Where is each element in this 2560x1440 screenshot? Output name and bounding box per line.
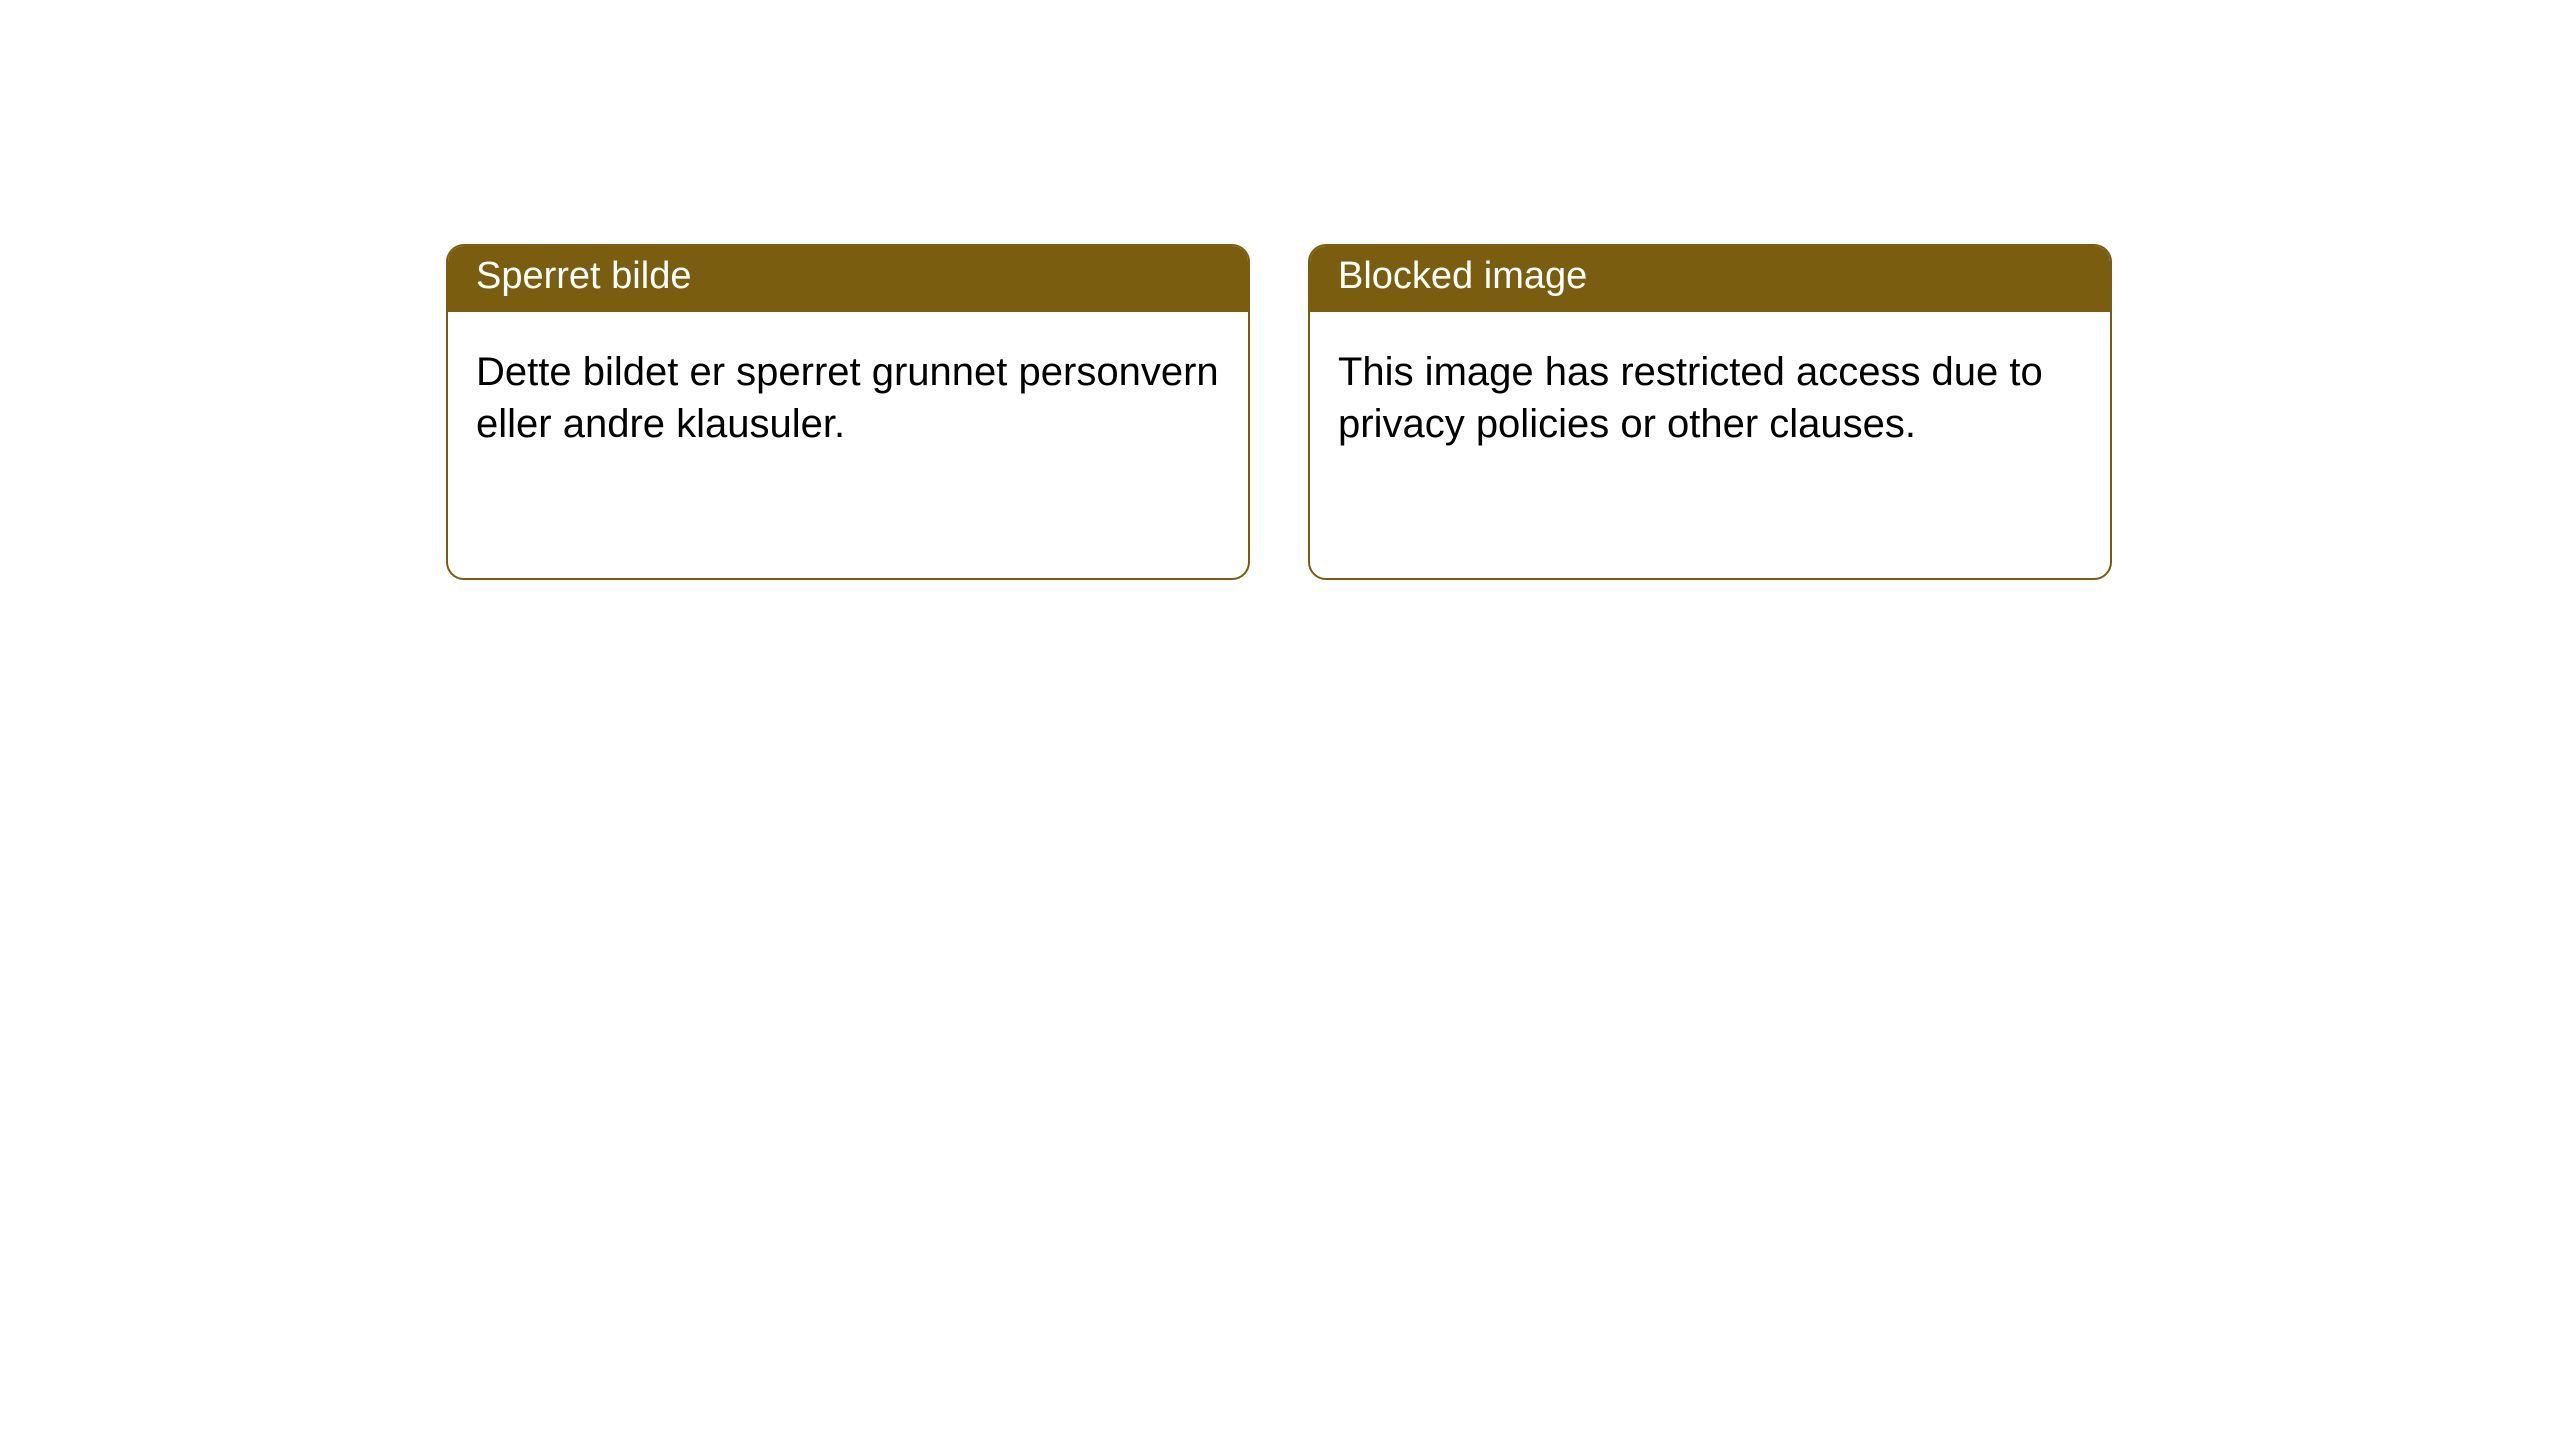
notice-card-english: Blocked image This image has restricted … — [1308, 244, 2112, 580]
notice-card-norwegian: Sperret bilde Dette bildet er sperret gr… — [446, 244, 1250, 580]
notice-body-english: This image has restricted access due to … — [1310, 312, 2110, 478]
notice-title-norwegian: Sperret bilde — [448, 246, 1248, 312]
notice-container: Sperret bilde Dette bildet er sperret gr… — [0, 0, 2560, 580]
notice-title-english: Blocked image — [1310, 246, 2110, 312]
notice-body-norwegian: Dette bildet er sperret grunnet personve… — [448, 312, 1248, 478]
